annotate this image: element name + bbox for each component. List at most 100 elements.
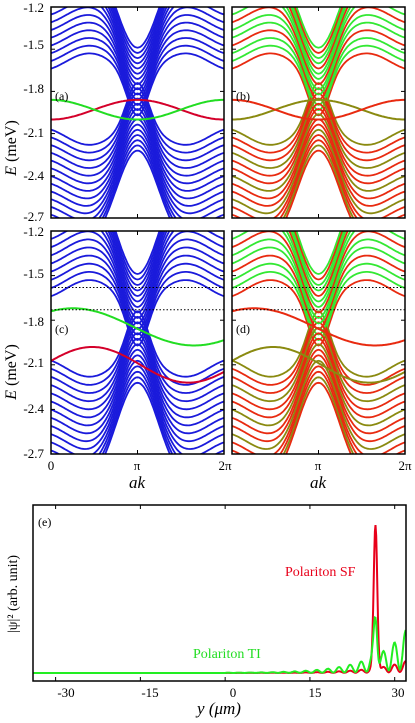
ytick-label: -2.1	[23, 355, 44, 370]
band-line	[232, 7, 405, 75]
band-line	[51, 7, 224, 86]
band-line	[232, 231, 405, 303]
series-line-ti	[33, 615, 406, 674]
band-line	[232, 97, 405, 169]
band-line	[51, 321, 224, 394]
band-line	[232, 118, 405, 200]
band-line	[288, 231, 349, 297]
band-line	[232, 365, 405, 454]
band-line	[51, 279, 224, 347]
band-line	[51, 14, 224, 91]
panel-c-label: (c)	[55, 322, 68, 336]
edge-state-line	[51, 307, 224, 347]
ytick-label: -2.7	[23, 209, 44, 224]
band-line	[232, 44, 405, 112]
band-line	[232, 279, 405, 347]
band-line	[51, 92, 224, 162]
edge-state-line	[232, 307, 405, 347]
band-line	[51, 52, 224, 117]
band-line	[232, 102, 405, 177]
panel-d-label: (d)	[236, 322, 250, 336]
band-line	[232, 238, 405, 319]
band-line	[232, 231, 405, 314]
panel-e-xlabel: y (μm)	[195, 699, 241, 718]
band-line	[51, 97, 224, 169]
band-line	[51, 238, 224, 319]
band-line	[232, 321, 405, 394]
panel-a-bands	[51, 7, 224, 218]
band-line	[51, 348, 224, 435]
band-line	[51, 21, 224, 96]
band-line	[293, 7, 344, 54]
band-line	[107, 7, 168, 70]
band-line	[51, 354, 224, 443]
edge-state-line	[232, 346, 405, 384]
xtick-label: -15	[141, 685, 158, 700]
band-line	[232, 108, 405, 185]
panel-b-label: (b)	[236, 89, 250, 103]
band-line	[232, 310, 405, 378]
band-line	[51, 365, 224, 454]
band-line	[101, 376, 174, 454]
xtick-label: 0	[48, 458, 55, 473]
band-line	[290, 231, 347, 292]
band-line	[232, 21, 405, 96]
band-line	[232, 87, 405, 154]
panel-c-yticklabels: -1.2 -1.5 -1.8 -2.1 -2.4 -2.7	[23, 224, 44, 461]
panel-b-bands	[232, 7, 405, 218]
ytick-label: -1.8	[23, 314, 44, 329]
band-line	[104, 381, 171, 454]
xtick-label: π	[315, 458, 322, 473]
band-line	[295, 7, 342, 49]
ytick-label: -2.7	[23, 446, 44, 461]
band-line	[111, 231, 164, 286]
band-line	[232, 37, 405, 106]
edge-state-line	[232, 98, 405, 121]
panel-e-frame	[32, 504, 407, 682]
panel-c-ylabel: E (meV)	[3, 344, 20, 401]
ytick-label: -1.2	[23, 224, 44, 239]
band-line	[282, 144, 355, 218]
band-line	[232, 52, 405, 117]
band-line	[292, 231, 345, 286]
band-line	[295, 231, 342, 275]
band-line	[232, 262, 405, 336]
band-line	[51, 108, 224, 185]
band-line	[51, 44, 224, 112]
band-line	[112, 231, 163, 281]
band-line	[51, 370, 224, 454]
band-line	[232, 123, 405, 207]
panel-e-curves	[33, 525, 406, 674]
band-line	[232, 370, 405, 454]
band-line	[51, 134, 224, 218]
series-label-sf: Polariton SF	[285, 565, 356, 580]
xtick-label: 15	[309, 685, 322, 700]
band-line	[232, 7, 405, 80]
edge-state-line	[51, 98, 224, 121]
panel-c-bands	[51, 231, 224, 454]
ytick-label: -2.4	[23, 401, 44, 416]
axis-ticks	[50, 6, 406, 681]
xtick-label: 0	[230, 685, 237, 700]
band-line	[51, 332, 224, 411]
band-line	[285, 149, 352, 218]
band-line	[51, 7, 224, 75]
band-line	[232, 354, 405, 443]
band-line	[232, 231, 405, 308]
band-line	[51, 7, 224, 80]
panel-a-yticklabels: -1.2 -1.5 -1.8 -2.1 -2.4 -2.7	[23, 0, 44, 224]
band-line	[232, 128, 405, 215]
panel-e-label: (e)	[38, 515, 51, 529]
band-line	[51, 231, 224, 314]
ytick-label: -2.4	[23, 168, 44, 183]
band-line	[51, 231, 224, 303]
band-line	[232, 134, 405, 218]
panel-d-xlabel: ak	[310, 473, 327, 492]
panel-b-frame	[231, 6, 406, 219]
band-line	[51, 102, 224, 177]
edge-state-line	[51, 98, 224, 121]
band-line	[51, 246, 224, 325]
ytick-label: -1.5	[23, 37, 44, 52]
panel-a-ylabel: E (meV)	[3, 120, 20, 177]
